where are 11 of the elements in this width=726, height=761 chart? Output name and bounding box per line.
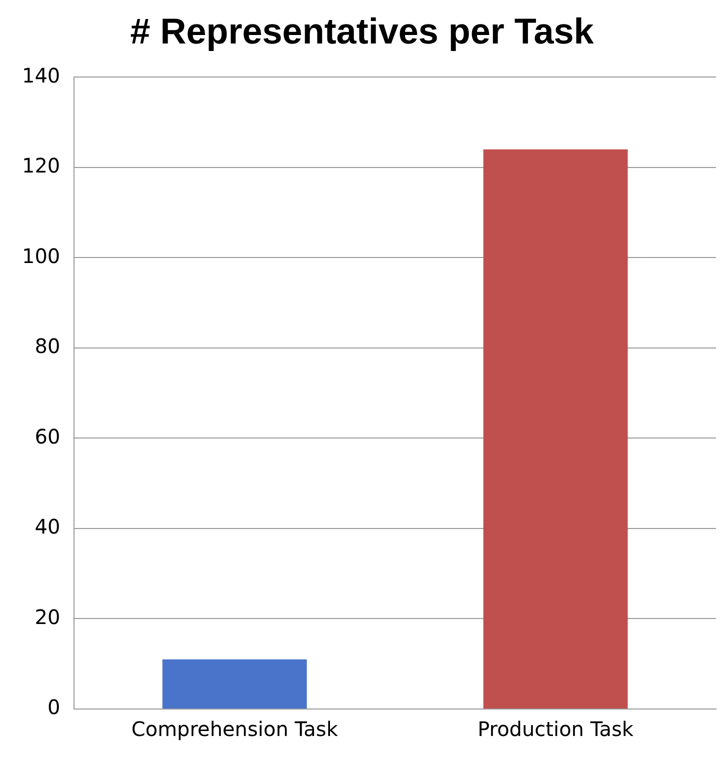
y-tick-label: 0 <box>47 695 60 720</box>
x-tick-label: Production Task <box>478 717 634 742</box>
x-tick-label: Comprehension Task <box>131 717 338 742</box>
chart-title: # Representatives per Task <box>130 10 595 52</box>
y-tick-label: 60 <box>34 424 60 448</box>
y-tick-label: 120 <box>22 154 60 178</box>
y-tick-label: 100 <box>22 244 60 268</box>
y-tick-label: 20 <box>34 604 60 629</box>
y-tick-label: 40 <box>34 514 60 539</box>
y-tick-label: 140 <box>22 63 60 88</box>
y-tick-label: 80 <box>34 334 60 358</box>
